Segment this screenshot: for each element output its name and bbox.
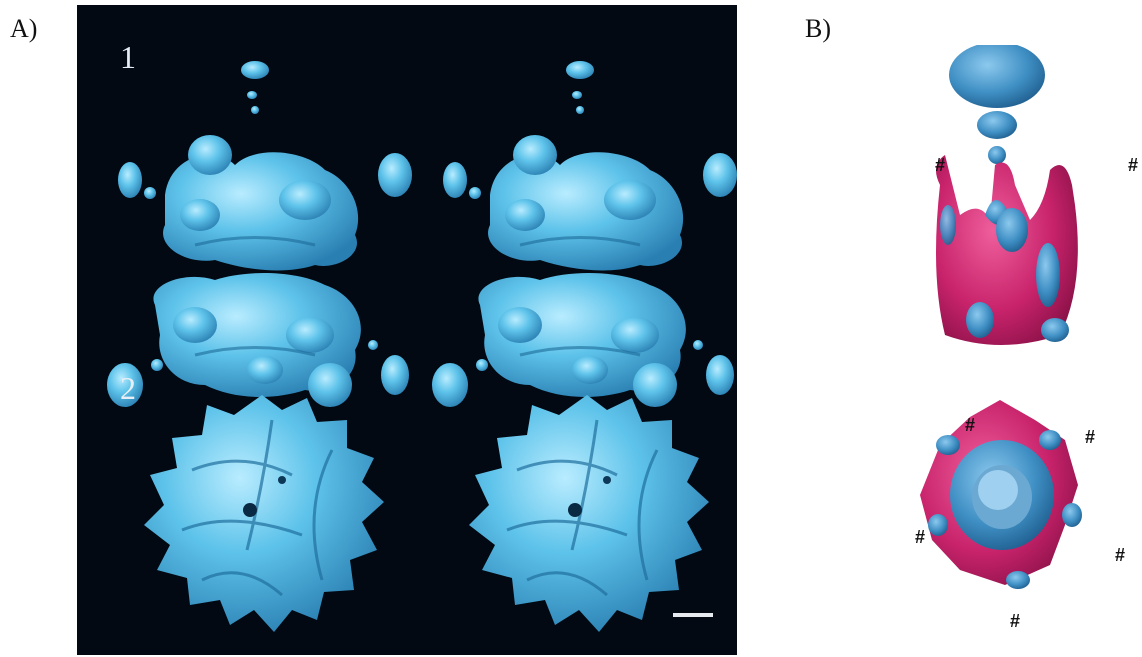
shell-side-and-top-views xyxy=(920,45,1082,589)
marker-hash: # xyxy=(1128,155,1139,175)
row-2-label: 2 xyxy=(120,370,136,406)
marker-hash: # xyxy=(935,155,946,175)
panel-b-label: B) xyxy=(805,14,831,43)
marker-hash: # xyxy=(915,527,926,547)
marker-hash: # xyxy=(1010,611,1021,631)
panel-a-label: A) xyxy=(10,14,38,43)
marker-hash: # xyxy=(1085,427,1096,447)
marker-hash: # xyxy=(1115,545,1126,565)
marker-hash: # xyxy=(965,415,976,435)
stereo-density-maps xyxy=(105,59,737,634)
row-1-label: 1 xyxy=(120,39,136,75)
scale-bar xyxy=(673,613,713,617)
panel-b-image: # # # # # # # xyxy=(900,45,1142,657)
panel-a-image: 1 2 xyxy=(77,5,737,655)
